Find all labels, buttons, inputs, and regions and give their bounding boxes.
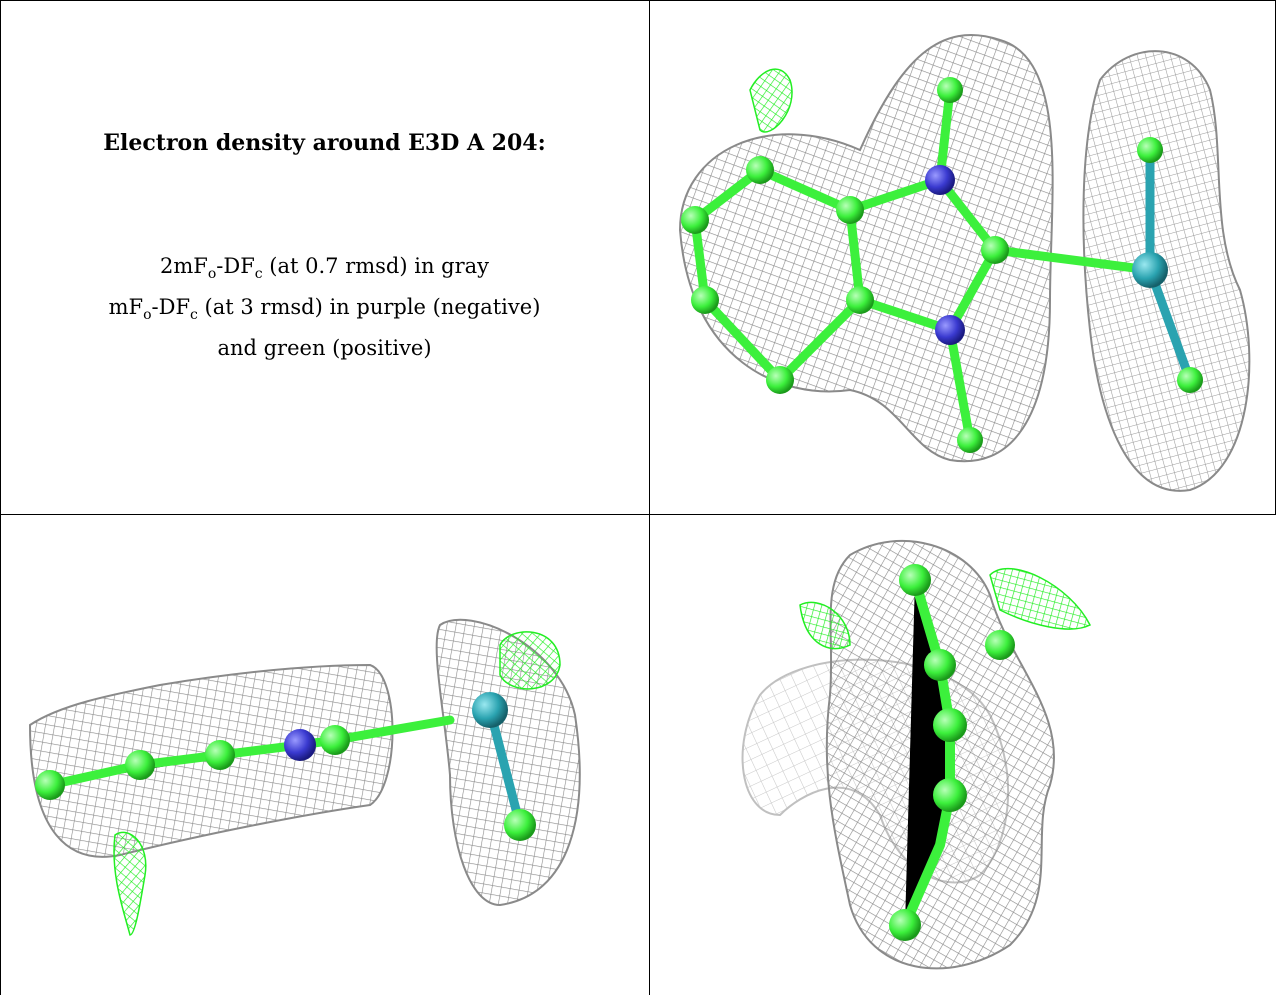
molecule-mesh-icon	[28, 618, 581, 936]
density-view-top	[650, 0, 1276, 514]
caption-line-positive: and green (positive)	[217, 336, 432, 361]
density-view-side	[0, 515, 649, 995]
caption-description: 2mFo-DFc (at 0.7 rmsd) in gray mFo-DFc (…	[0, 250, 649, 365]
table-border-left	[0, 0, 1, 995]
molecule-mesh-icon	[678, 34, 1251, 492]
table-border-middle	[649, 0, 650, 995]
caption-title: Electron density around E3D A 204:	[103, 130, 546, 156]
density-view-end	[650, 515, 1276, 995]
table-border-top	[0, 0, 1276, 1]
caption-line-2fo-fc: 2mFo-DFc (at 0.7 rmsd) in gray	[159, 254, 490, 283]
caption-cell: Electron density around E3D A 204: 2mFo-…	[0, 0, 649, 514]
molecule-mesh-icon	[741, 540, 1092, 970]
caption-line-fo-fc: mFo-DFc (at 3 rmsd) in purple (negative)	[108, 295, 541, 324]
table-border-row	[0, 514, 1276, 515]
